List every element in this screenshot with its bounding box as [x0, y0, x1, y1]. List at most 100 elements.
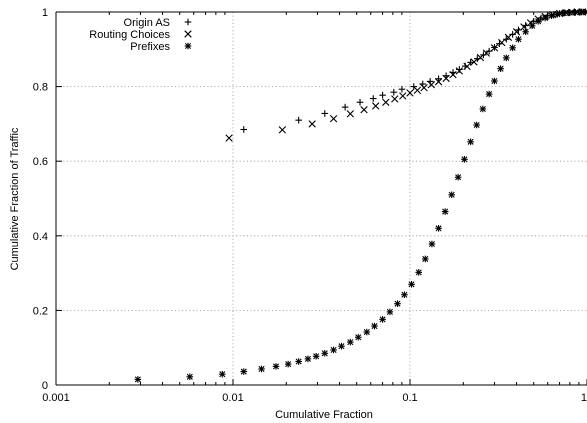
data-point-star	[321, 349, 329, 357]
data-point-star	[435, 225, 442, 232]
data-point-cross	[455, 67, 464, 75]
data-point-star	[473, 121, 480, 129]
data-point-cross	[463, 62, 471, 71]
data-point-star	[566, 9, 574, 17]
data-point-plus	[496, 40, 503, 48]
data-point-star	[554, 10, 561, 18]
data-point-plus	[321, 110, 329, 117]
data-point-star	[461, 156, 468, 163]
data-point-star	[401, 291, 408, 299]
data-point-plus	[410, 83, 418, 90]
data-point-cross	[406, 89, 414, 97]
data-point-cross	[434, 78, 443, 86]
data-point-star	[582, 8, 587, 16]
data-point-star	[363, 328, 371, 336]
data-point-star	[503, 54, 510, 62]
data-point-cross	[490, 44, 499, 52]
data-point-cross	[442, 74, 450, 83]
legend-marker-cross	[184, 30, 192, 38]
legend-label: Prefixes	[130, 41, 170, 53]
y-axis-title: Cumulative Fraction of Traffic	[9, 127, 21, 270]
data-point-star	[428, 240, 436, 248]
data-point-cross	[427, 81, 436, 89]
data-point-star	[560, 9, 568, 17]
data-point-star	[509, 44, 516, 52]
data-point-star	[408, 280, 415, 288]
data-point-star	[284, 360, 292, 368]
data-point-star	[379, 316, 386, 323]
data-point-star	[515, 35, 522, 43]
data-point-star	[534, 18, 542, 25]
x-axis-title: Cumulative Fraction	[275, 409, 373, 421]
data-point-star	[485, 90, 493, 98]
data-point-star	[272, 363, 280, 370]
series-star	[134, 8, 587, 383]
data-point-cross	[278, 126, 287, 134]
data-point-cross	[413, 86, 422, 95]
data-point-cross	[498, 38, 506, 47]
data-point-cross	[420, 84, 428, 92]
y-tick-label: 0	[42, 380, 48, 392]
data-point-star	[394, 300, 401, 307]
y-tick-label: 0.4	[33, 231, 48, 243]
data-point-cross	[470, 58, 478, 66]
data-point-cross	[329, 114, 338, 123]
data-point-star	[467, 138, 474, 146]
data-point-star	[522, 28, 529, 36]
x-tick-label: 0.1	[402, 392, 417, 404]
legend-label: Origin AS	[124, 17, 170, 29]
data-point-plus	[356, 98, 364, 106]
data-point-plus	[295, 116, 302, 124]
data-point-cross	[504, 33, 513, 42]
data-point-star	[454, 173, 462, 181]
data-point-cross	[360, 106, 368, 114]
grid-layer	[56, 12, 587, 385]
data-point-star	[240, 368, 248, 375]
data-point-star	[497, 65, 504, 72]
data-point-plus	[398, 85, 406, 93]
data-point-cross	[372, 102, 380, 110]
data-point-star	[421, 255, 429, 263]
data-point-cross	[391, 95, 399, 103]
legend-label: Routing Choices	[89, 29, 170, 41]
data-point-plus	[509, 31, 516, 38]
y-tick-label: 0.8	[33, 82, 48, 94]
data-point-star	[541, 14, 549, 22]
data-point-star	[448, 191, 455, 199]
data-point-star	[295, 358, 302, 365]
data-point-star	[386, 308, 394, 316]
series-plus	[240, 8, 587, 133]
data-point-cross	[520, 23, 528, 31]
data-point-star	[548, 12, 555, 20]
data-point-star	[347, 338, 354, 346]
data-point-star	[330, 346, 337, 354]
axis-layer: 0.001 0.01 0.1 1 0 0.2 0.4 0.6 0.8 1	[33, 7, 587, 404]
data-point-star	[186, 373, 194, 381]
data-point-star	[338, 342, 345, 350]
x-tick-label: 0.001	[42, 392, 70, 404]
data-point-star	[371, 322, 378, 330]
data-point-star	[479, 105, 487, 113]
data-point-star	[312, 352, 320, 360]
data-point-star	[572, 9, 579, 16]
data-point-plus	[369, 95, 377, 102]
data-point-cross	[476, 53, 485, 62]
legend-marker-plus	[184, 18, 192, 26]
data-point-plus	[379, 91, 386, 99]
legend-marker-star	[184, 42, 192, 50]
data-point-plus	[456, 66, 463, 73]
data-point-star	[218, 370, 226, 378]
data-point-cross	[482, 49, 491, 57]
data-point-star	[441, 208, 449, 215]
data-point-cross	[399, 92, 407, 100]
y-tick-label: 0.2	[33, 305, 48, 317]
data-point-plus	[341, 103, 349, 111]
data-point-star	[304, 355, 312, 363]
data-point-star	[258, 365, 265, 373]
series-layer	[134, 8, 587, 383]
data-point-star	[415, 269, 423, 276]
data-point-cross	[382, 98, 390, 106]
